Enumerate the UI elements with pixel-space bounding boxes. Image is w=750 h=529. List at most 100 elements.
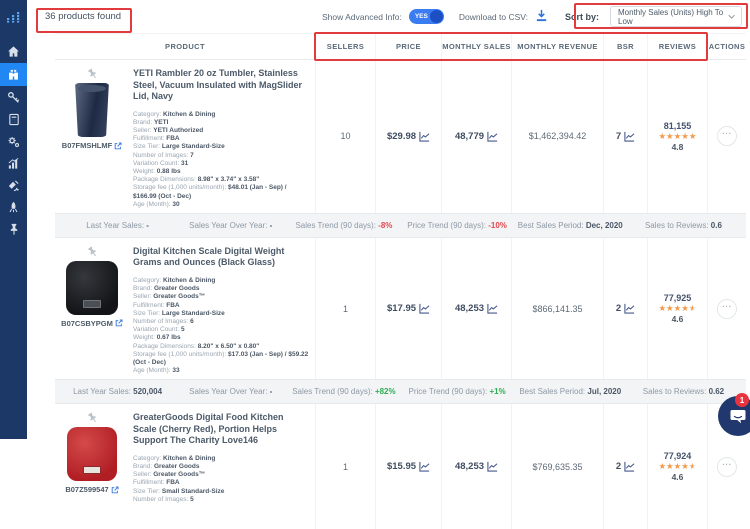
product-title[interactable]: GreaterGoods Digital Food Kitchen Scale …: [133, 412, 311, 447]
summary-value: -10%: [488, 221, 507, 230]
external-link-icon: [111, 486, 119, 494]
chevron-down-icon: [728, 14, 735, 20]
row-actions-button[interactable]: ···: [717, 126, 737, 146]
summary-value: -8%: [378, 221, 392, 230]
row-actions-button[interactable]: ···: [717, 457, 737, 477]
sellers-cell: 1: [315, 238, 375, 379]
price-cell: $17.95: [375, 238, 441, 379]
product-asin-link[interactable]: B07CSBYPGM: [61, 319, 123, 328]
bsr-chart-icon[interactable]: [624, 131, 635, 142]
detail-value: YETI: [154, 119, 168, 126]
summary-value: Jul, 2020: [587, 387, 621, 396]
sidebar-item-satellite[interactable]: [0, 175, 27, 196]
table-row: B07FMSHLMF YETI Rambler 20 oz Tumbler, S…: [55, 60, 746, 213]
chat-widget-button[interactable]: 1: [718, 396, 750, 436]
sales-chart-icon[interactable]: [487, 131, 498, 142]
actions-cell: ···: [707, 60, 746, 213]
detail-label: Age (Month):: [133, 367, 171, 374]
bsr-chart-icon[interactable]: [624, 461, 635, 472]
row-summary: Last Year Sales: -Sales Year Over Year: …: [55, 213, 746, 238]
detail-value: Small Standard-Size: [162, 488, 225, 495]
column-header-monthly-sales: MONTHLY SALES: [441, 34, 511, 59]
price-chart-icon[interactable]: [419, 131, 430, 142]
detail-value: Greater Goods: [154, 463, 200, 470]
products-table: PRODUCT SELLERS PRICE MONTHLY SALES MONT…: [55, 33, 746, 529]
detail-value: YETI Authorized: [153, 127, 203, 134]
reviews-count: 77,924: [664, 451, 692, 461]
product-asin-link[interactable]: B07FMSHLMF: [62, 141, 122, 150]
reviews-count: 77,925: [664, 293, 692, 303]
detail-value: Greater Goods™: [153, 293, 205, 300]
summary-value: -: [270, 387, 273, 396]
column-header-sellers: SELLERS: [315, 34, 375, 59]
product-image[interactable]: [74, 83, 110, 137]
sidebar-item-tracker[interactable]: [0, 197, 27, 218]
external-link-icon: [115, 319, 123, 327]
pin-product-icon[interactable]: [84, 409, 100, 426]
detail-value: FBA: [166, 479, 179, 486]
bsr-cell: 2: [603, 404, 647, 529]
sidebar-item-calculator[interactable]: [0, 109, 27, 130]
detail-label: Size Tier:: [133, 143, 160, 150]
toggle-knob: [430, 10, 443, 23]
rating-value: 4.6: [672, 472, 684, 482]
bsr-chart-icon[interactable]: [624, 303, 635, 314]
column-header-price: PRICE: [375, 34, 441, 59]
row-actions-button[interactable]: ···: [717, 299, 737, 319]
product-title[interactable]: YETI Rambler 20 oz Tumbler, Stainless St…: [133, 68, 311, 103]
product-image[interactable]: [66, 261, 118, 315]
sidebar-item-pinned[interactable]: [0, 219, 27, 240]
summary-label: Sales Trend (90 days):: [292, 387, 372, 396]
detail-label: Number of Images:: [133, 496, 188, 503]
summary-value: +82%: [375, 387, 396, 396]
detail-label: Category:: [133, 277, 161, 284]
asin-text: B07Z599547: [65, 485, 108, 494]
sidebar-item-black-box[interactable]: [0, 63, 27, 86]
bsr-cell: 2: [603, 238, 647, 379]
sidebar-item-operations[interactable]: [0, 131, 27, 152]
price-cell: $29.98: [375, 60, 441, 213]
sales-chart-icon[interactable]: [487, 303, 498, 314]
rating-value: 4.6: [672, 314, 684, 324]
external-link-icon: [114, 142, 122, 150]
app-logo-icon[interactable]: [0, 5, 27, 27]
detail-value: Kitchen & Dining: [163, 111, 215, 118]
pin-product-icon[interactable]: [84, 243, 100, 260]
sales-chart-icon[interactable]: [487, 461, 498, 472]
detail-value: 33: [172, 367, 179, 374]
detail-label: Size Tier:: [133, 488, 160, 495]
reviews-count: 81,155: [664, 121, 692, 131]
pushpin-icon: [8, 223, 20, 236]
sidebar-item-home[interactable]: [0, 41, 27, 62]
price-chart-icon[interactable]: [419, 461, 430, 472]
detail-value: Greater Goods: [154, 285, 200, 292]
monthly-revenue-cell: $866,141.35: [511, 238, 603, 379]
detail-label: Variation Count:: [133, 326, 179, 333]
toggle-state-label: YES: [415, 13, 428, 20]
detail-value: 0.88 lbs: [157, 168, 181, 175]
sidebar: [0, 0, 27, 439]
reviews-cell: 77,925 ★★★★★ 4.6: [647, 238, 707, 379]
detail-label: Number of Images:: [133, 152, 188, 159]
column-header-actions: ACTIONS: [707, 34, 746, 59]
sort-by-dropdown[interactable]: Monthly Sales (Units) High To Low: [610, 6, 742, 27]
product-asin-link[interactable]: B07Z599547: [65, 485, 118, 494]
sidebar-item-analytics[interactable]: [0, 153, 27, 174]
detail-label: Number of Images:: [133, 318, 188, 325]
detail-value: 6: [190, 318, 194, 325]
price-chart-icon[interactable]: [419, 303, 430, 314]
summary-value: 520,004: [133, 387, 162, 396]
sidebar-item-keyword[interactable]: [0, 87, 27, 108]
product-image[interactable]: [67, 427, 117, 481]
pin-product-icon[interactable]: [84, 65, 100, 82]
column-header-reviews: REVIEWS: [647, 34, 707, 59]
summary-label: Sales Year Over Year:: [189, 387, 267, 396]
advanced-info-toggle[interactable]: YES: [409, 9, 444, 24]
detail-label: Fulfillment:: [133, 479, 164, 486]
download-icon[interactable]: [535, 9, 548, 24]
binoculars-icon: [7, 68, 20, 81]
star-rating: ★★★★★: [658, 462, 696, 471]
product-title[interactable]: Digital Kitchen Scale Digital Weight Gra…: [133, 246, 311, 269]
